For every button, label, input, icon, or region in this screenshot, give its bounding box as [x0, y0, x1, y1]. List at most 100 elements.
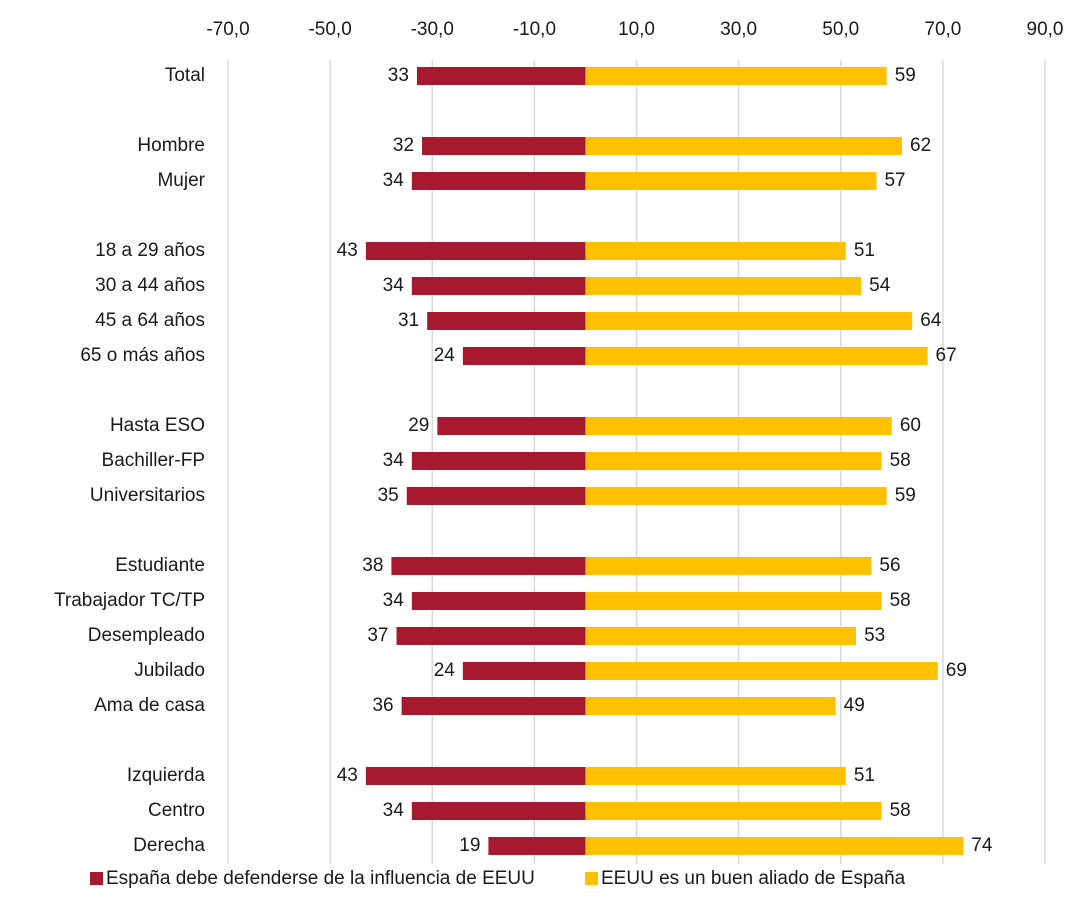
y-tick-label: Derecha	[133, 835, 205, 856]
data-label: 60	[900, 415, 921, 436]
data-label: 37	[367, 625, 388, 646]
data-label: 43	[337, 765, 358, 786]
y-tick-label: Estudiante	[115, 555, 205, 576]
bar	[585, 67, 887, 85]
data-label: 56	[879, 555, 900, 576]
y-tick-label: 45 a 64 años	[95, 310, 205, 331]
bar	[391, 557, 586, 575]
bar	[585, 557, 872, 575]
bar	[585, 592, 882, 610]
bar	[401, 697, 586, 715]
data-label: 35	[378, 485, 399, 506]
bar	[406, 487, 586, 505]
y-tick-label: Desempleado	[88, 625, 205, 646]
y-tick-label: Trabajador TC/TP	[54, 590, 205, 611]
bar	[585, 172, 877, 190]
x-tick-label: -10,0	[513, 19, 556, 40]
x-tick-label: 10,0	[618, 19, 655, 40]
data-label: 33	[388, 65, 409, 86]
y-tick-label: Centro	[148, 800, 205, 821]
data-label: 57	[884, 170, 905, 191]
bar	[585, 802, 882, 820]
bar	[585, 767, 846, 785]
y-tick-label: Izquierda	[127, 765, 206, 786]
x-tick-label: -50,0	[308, 19, 351, 40]
legend-swatch	[90, 872, 103, 885]
bar	[416, 67, 586, 85]
y-tick-label: Jubilado	[134, 660, 205, 681]
data-label: 58	[890, 800, 911, 821]
bar	[437, 417, 586, 435]
y-tick-label: Total	[165, 65, 205, 86]
x-tick-label: 90,0	[1027, 19, 1064, 40]
legend-label: España debe defenderse de la influencia …	[106, 868, 535, 889]
data-label: 69	[946, 660, 967, 681]
data-label: 64	[920, 310, 942, 331]
x-tick-label: 70,0	[924, 19, 961, 40]
data-label: 34	[383, 275, 405, 296]
bar	[411, 277, 586, 295]
legend-swatch	[585, 872, 598, 885]
y-tick-label: 65 o más años	[80, 345, 205, 366]
x-tick-label: 50,0	[822, 19, 859, 40]
data-label: 34	[383, 170, 405, 191]
data-label: 34	[383, 450, 405, 471]
data-label: 54	[869, 275, 891, 296]
data-label: 58	[890, 590, 911, 611]
y-tick-label: Hasta ESO	[110, 415, 205, 436]
y-tick-label: 30 a 44 años	[95, 275, 205, 296]
data-label: 49	[844, 695, 865, 716]
bar	[396, 627, 586, 645]
bar	[585, 137, 903, 155]
x-tick-label: -70,0	[206, 19, 249, 40]
bar	[585, 347, 928, 365]
bar	[365, 242, 586, 260]
bar	[411, 172, 586, 190]
bar	[585, 487, 887, 505]
data-label: 43	[337, 240, 358, 261]
y-tick-label: Mujer	[157, 170, 205, 191]
y-tick-label: Universitarios	[90, 485, 205, 506]
bar	[585, 662, 938, 680]
data-label: 31	[398, 310, 419, 331]
data-label: 32	[393, 135, 414, 156]
legend-label: EEUU es un buen aliado de España	[601, 868, 906, 889]
data-label: 34	[383, 590, 405, 611]
y-tick-label: 18 a 29 años	[95, 240, 205, 261]
bar	[488, 837, 586, 855]
bar	[411, 802, 586, 820]
x-tick-label: -30,0	[411, 19, 454, 40]
bar	[585, 627, 857, 645]
y-tick-label: Bachiller-FP	[102, 450, 205, 471]
data-label: 67	[936, 345, 957, 366]
bar	[462, 662, 586, 680]
bar	[585, 242, 846, 260]
bar	[585, 417, 892, 435]
data-label: 59	[895, 65, 916, 86]
x-tick-label: 30,0	[720, 19, 757, 40]
bar	[462, 347, 586, 365]
data-label: 51	[854, 765, 875, 786]
data-label: 62	[910, 135, 931, 156]
bar	[427, 312, 586, 330]
data-label: 74	[971, 835, 993, 856]
data-label: 29	[408, 415, 429, 436]
bar	[422, 137, 586, 155]
data-label: 53	[864, 625, 885, 646]
bar	[585, 452, 882, 470]
bar	[411, 592, 586, 610]
bar	[585, 697, 836, 715]
bar	[585, 277, 862, 295]
bar	[585, 837, 964, 855]
data-label: 38	[362, 555, 383, 576]
bar	[585, 312, 913, 330]
data-label: 19	[459, 835, 480, 856]
data-label: 24	[434, 660, 456, 681]
data-label: 51	[854, 240, 875, 261]
y-tick-label: Hombre	[137, 135, 205, 156]
data-label: 34	[383, 800, 405, 821]
data-label: 36	[372, 695, 393, 716]
bar	[365, 767, 586, 785]
data-label: 59	[895, 485, 916, 506]
